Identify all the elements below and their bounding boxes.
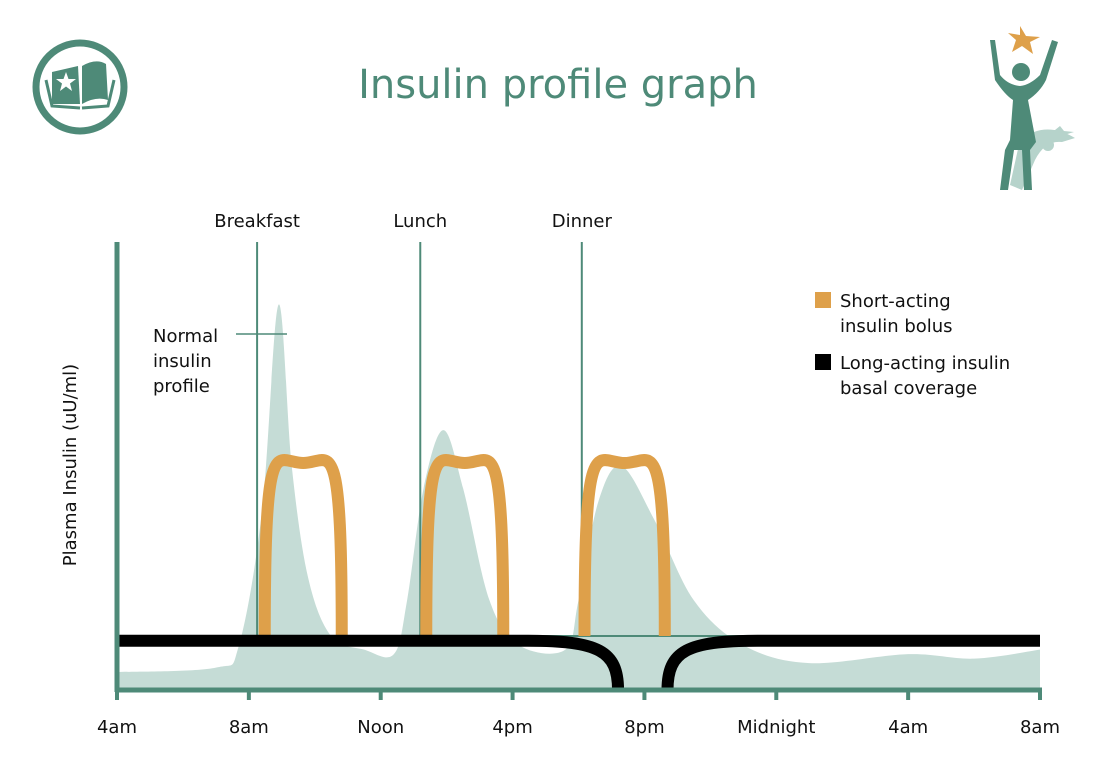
x-tick-label-3: 4pm xyxy=(492,717,532,738)
bolus-arch-3 xyxy=(578,454,671,637)
normal-profile-label-line: profile xyxy=(153,376,210,397)
x-tick-label-5: Midnight xyxy=(737,717,815,738)
meal-label-lunch: Lunch xyxy=(393,211,447,232)
x-tick-label-0: 4am xyxy=(97,717,137,738)
basal-line-left xyxy=(117,634,625,691)
legend-label-1: Short-acting xyxy=(840,291,951,312)
bolus-arch-2 xyxy=(420,454,510,637)
normal-insulin-profile-area xyxy=(117,304,1040,690)
legend-swatch-2 xyxy=(815,354,831,370)
normal-profile-label-line: Normal xyxy=(153,326,218,347)
normal-profile-label-line: insulin xyxy=(153,351,212,372)
legend-label-2: Long-acting insulin xyxy=(840,353,1010,374)
person-reaching-star-icon xyxy=(990,26,1075,190)
y-axis-label: Plasma Insulin (uU/ml) xyxy=(60,364,81,566)
book-star-icon xyxy=(32,39,128,135)
x-tick-label-1: 8am xyxy=(229,717,269,738)
x-tick-label-7: 8am xyxy=(1020,717,1060,738)
bolus-arch-1 xyxy=(258,454,348,637)
x-tick-label-6: 4am xyxy=(888,717,928,738)
meal-label-dinner: Dinner xyxy=(552,211,613,232)
legend-swatch-1 xyxy=(815,292,831,308)
x-tick-label-4: 8pm xyxy=(624,717,664,738)
basal-line-right xyxy=(661,634,1040,691)
x-tick-label-2: Noon xyxy=(357,717,404,738)
legend-label-2: basal coverage xyxy=(840,378,977,399)
chart-title: Insulin profile graph xyxy=(358,62,758,108)
legend-label-1: insulin bolus xyxy=(840,316,953,337)
meal-label-breakfast: Breakfast xyxy=(214,211,300,232)
